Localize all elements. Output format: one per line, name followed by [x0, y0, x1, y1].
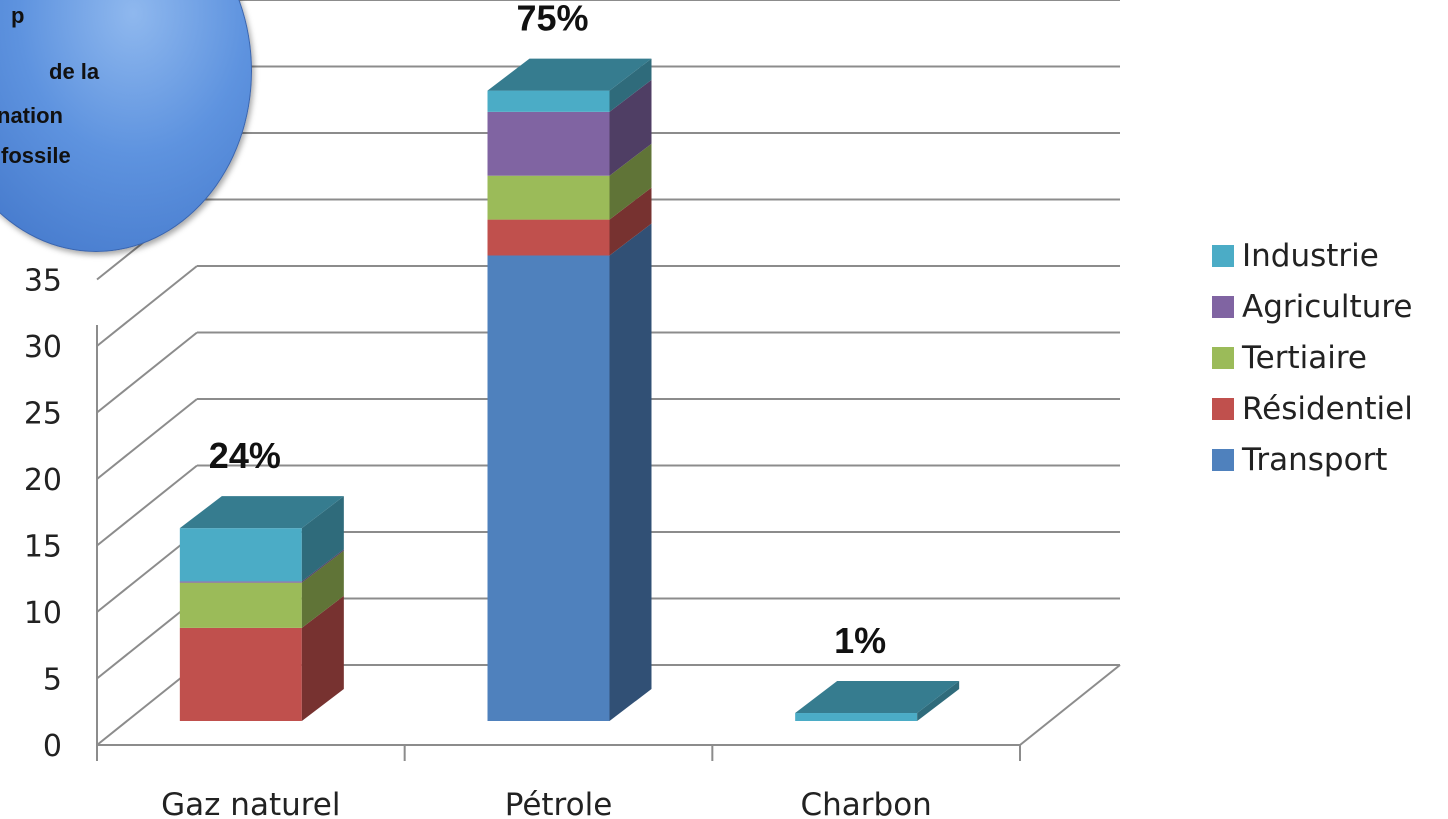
- y-tick-label: 35: [24, 264, 62, 299]
- bar-segment: [795, 713, 918, 721]
- bar-segment: [179, 581, 302, 583]
- bar-segment: [179, 627, 302, 721]
- y-tick-label: 30: [24, 330, 62, 365]
- legend-item: Agriculture: [1212, 281, 1444, 332]
- legend-item: Tertiaire: [1212, 332, 1444, 383]
- y-tick-label: 0: [43, 729, 62, 764]
- callout-line-4: fossile: [1, 143, 71, 168]
- bar-top: [179, 496, 344, 529]
- callout-bubble: p de la nation fossile: [0, 0, 252, 252]
- callout-line-3: nation: [0, 103, 63, 128]
- x-tick-label: Gaz naturel: [161, 787, 340, 819]
- callout-line-2: de la: [49, 59, 100, 84]
- bar-segment-side: [917, 681, 960, 721]
- bar-top: [795, 681, 960, 714]
- bar-segment: [179, 528, 302, 582]
- bar-segment-side: [301, 595, 344, 721]
- bar-segment: [487, 255, 610, 721]
- x-tick-label: Pétrole: [505, 787, 613, 819]
- legend-swatch: [1212, 295, 1234, 318]
- bar-segment-side: [301, 549, 344, 583]
- bars: [179, 58, 960, 721]
- legend-swatch: [1212, 397, 1234, 420]
- legend-swatch: [1212, 244, 1234, 267]
- y-tick-label: 10: [24, 596, 62, 631]
- legend: Industrie Agriculture Tertiaire Résidentiel…: [1212, 230, 1444, 485]
- y-tick-label: 25: [24, 397, 62, 432]
- bar-segment: [487, 90, 610, 112]
- legend-swatch: [1212, 448, 1234, 471]
- bar-segment-side: [301, 550, 344, 628]
- labels: 24% 75% 1%: [209, 0, 886, 661]
- y-tick-label: 5: [43, 663, 62, 698]
- bar-segment-side: [609, 79, 652, 176]
- legend-item: Résidentiel: [1212, 383, 1444, 434]
- legend-label: Transport: [1242, 441, 1388, 478]
- legend-label: Agriculture: [1242, 288, 1413, 325]
- legend-label: Résidentiel: [1242, 390, 1413, 427]
- bar-segment: [487, 219, 610, 256]
- legend-item: Transport: [1212, 434, 1444, 485]
- bar-segment: [179, 582, 302, 628]
- bar-segment: [487, 175, 610, 220]
- gridline-wall: [96, 398, 198, 480]
- bar-segment-side: [609, 143, 652, 220]
- data-label: 75%: [516, 0, 588, 39]
- legend-swatch: [1212, 346, 1234, 369]
- x-tick-label: Charbon: [801, 787, 932, 819]
- axes: 0 5 10 15 20 25 30 35 Gaz naturel Pétrole Charbon: [24, 264, 1021, 819]
- data-label: 1%: [834, 620, 886, 661]
- legend-label: Industrie: [1242, 237, 1379, 274]
- legend-label: Tertiaire: [1242, 339, 1367, 376]
- bar-segment-side: [609, 223, 652, 721]
- bar-segment-side: [609, 187, 652, 256]
- legend-item: Industrie: [1212, 230, 1444, 281]
- gridline-wall: [96, 331, 198, 414]
- y-tick-label: 20: [24, 463, 62, 498]
- data-label: 24%: [209, 435, 281, 476]
- bar-top: [487, 58, 652, 91]
- gridline-wall: [96, 265, 198, 347]
- bar-segment: [487, 111, 610, 176]
- bar-segment-side: [609, 58, 652, 112]
- gridlines: [96, 0, 1121, 746]
- gridline-wall: [96, 464, 198, 547]
- callout-line-1: p: [11, 3, 25, 28]
- floor-edge: [1019, 664, 1121, 746]
- y-tick-label: 15: [24, 530, 62, 565]
- bar-segment-side: [301, 496, 344, 582]
